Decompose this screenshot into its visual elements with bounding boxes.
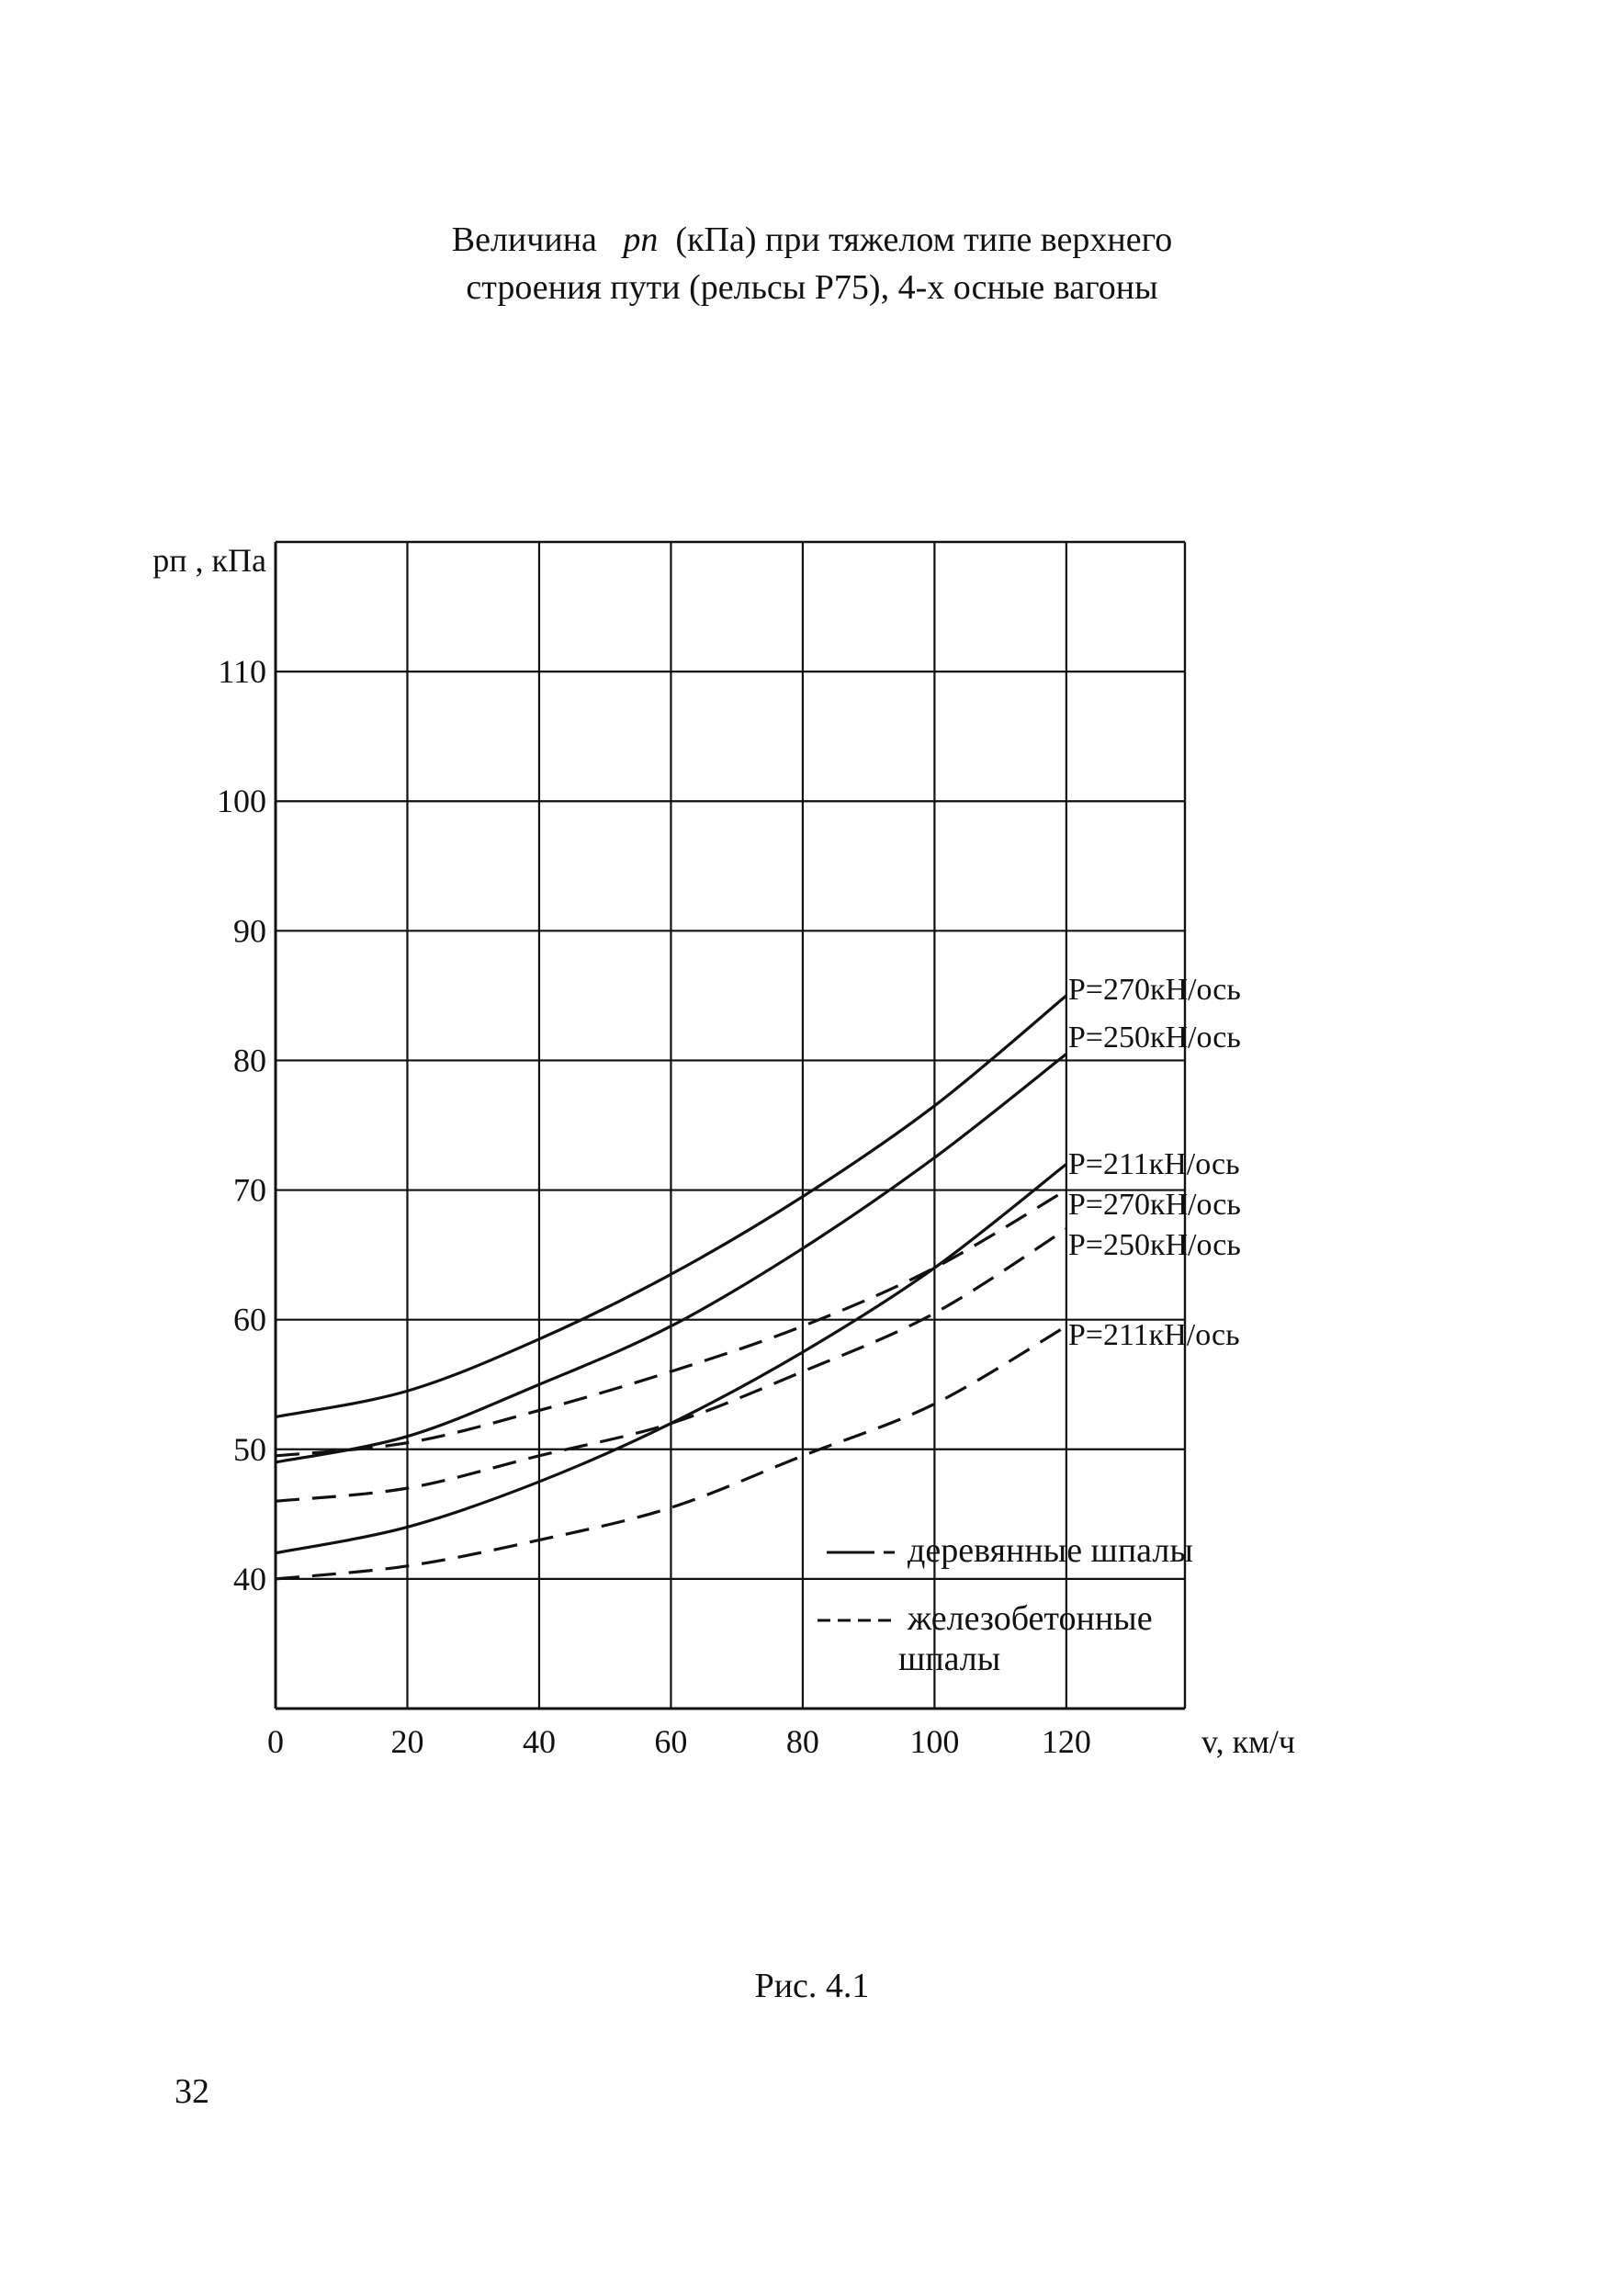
axes: 0 20 40 60 80 100 120 40 50 60 70 80 90 100 110 pп , кП… — [152, 540, 1295, 1760]
chart-title-line2: строения пути (рельсы Р75), 4-х осные ва… — [466, 268, 1158, 307]
x-tick-label: 40 — [523, 1723, 556, 1760]
y-tick-label: 60 — [233, 1302, 266, 1338]
y-tick-label: 50 — [233, 1431, 266, 1468]
legend-label-wooden: деревянные шпалы — [908, 1531, 1193, 1570]
series-line-1 — [275, 994, 1067, 1419]
series-line-3 — [275, 1163, 1067, 1555]
legend-label-concrete-line1: железобетонные — [907, 1599, 1153, 1638]
series-label: P=250кН/ось — [1068, 1021, 1241, 1055]
title-variable: pп — [623, 220, 659, 259]
legend-label-concrete-line2: шпалы — [898, 1640, 1000, 1678]
y-tick-label: 110 — [218, 653, 266, 690]
series-line-5 — [275, 1227, 1067, 1503]
x-tick-label: 80 — [786, 1723, 819, 1760]
series-label: P=270кН/ось — [1068, 973, 1241, 1007]
series-lines — [275, 994, 1067, 1581]
x-axis-label: v, км/ч — [1201, 1723, 1295, 1760]
series-labels: P=270кН/ось P=250кН/ось P=211кН/ось P=270кН… — [1068, 973, 1241, 1352]
y-tick-label: 80 — [233, 1042, 266, 1078]
series-label: P=270кН/ось — [1068, 1188, 1241, 1222]
x-tick-label: 60 — [654, 1723, 687, 1760]
x-tick-label: 100 — [909, 1723, 959, 1760]
title-part-b: (кПа) при тяжелом типе верхнего — [675, 220, 1173, 259]
series-line-4 — [275, 1189, 1067, 1458]
x-tick-label: 20 — [390, 1723, 423, 1760]
y-tick-label: 70 — [233, 1172, 266, 1209]
series-label: P=211кН/ось — [1068, 1147, 1240, 1181]
page-number: 32 — [175, 2072, 209, 2111]
series-line-2 — [275, 1053, 1067, 1464]
x-tick-label: 0 — [267, 1723, 284, 1760]
title-part-a: Величина — [451, 220, 597, 259]
x-tick-label: 120 — [1042, 1723, 1091, 1760]
y-tick-label: 100 — [217, 783, 266, 819]
series-label: P=250кН/ось — [1068, 1228, 1241, 1262]
series-label: P=211кН/ось — [1068, 1318, 1240, 1352]
y-tick-label: 40 — [233, 1561, 266, 1597]
y-tick-label: 90 — [233, 912, 266, 949]
figure-caption: Рис. 4.1 — [754, 1967, 870, 2005]
series-line-6 — [275, 1325, 1067, 1581]
chart-title-line1: Величина pп (кПа) при тяжелом типе верхн… — [0, 217, 1624, 263]
y-axis-label: pп , кПа — [152, 542, 266, 579]
